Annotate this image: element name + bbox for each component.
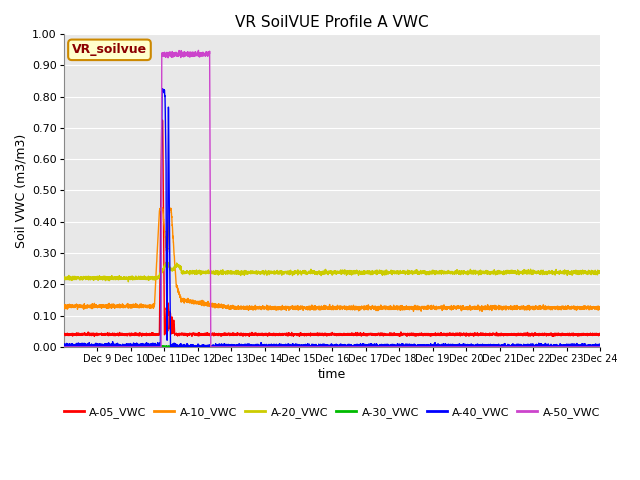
Y-axis label: Soil VWC (m3/m3): Soil VWC (m3/m3) xyxy=(15,133,28,248)
Text: VR_soilvue: VR_soilvue xyxy=(72,43,147,56)
Legend: A-05_VWC, A-10_VWC, A-20_VWC, A-30_VWC, A-40_VWC, A-50_VWC: A-05_VWC, A-10_VWC, A-20_VWC, A-30_VWC, … xyxy=(60,403,605,422)
Title: VR SoilVUE Profile A VWC: VR SoilVUE Profile A VWC xyxy=(236,15,429,30)
X-axis label: time: time xyxy=(318,368,346,381)
